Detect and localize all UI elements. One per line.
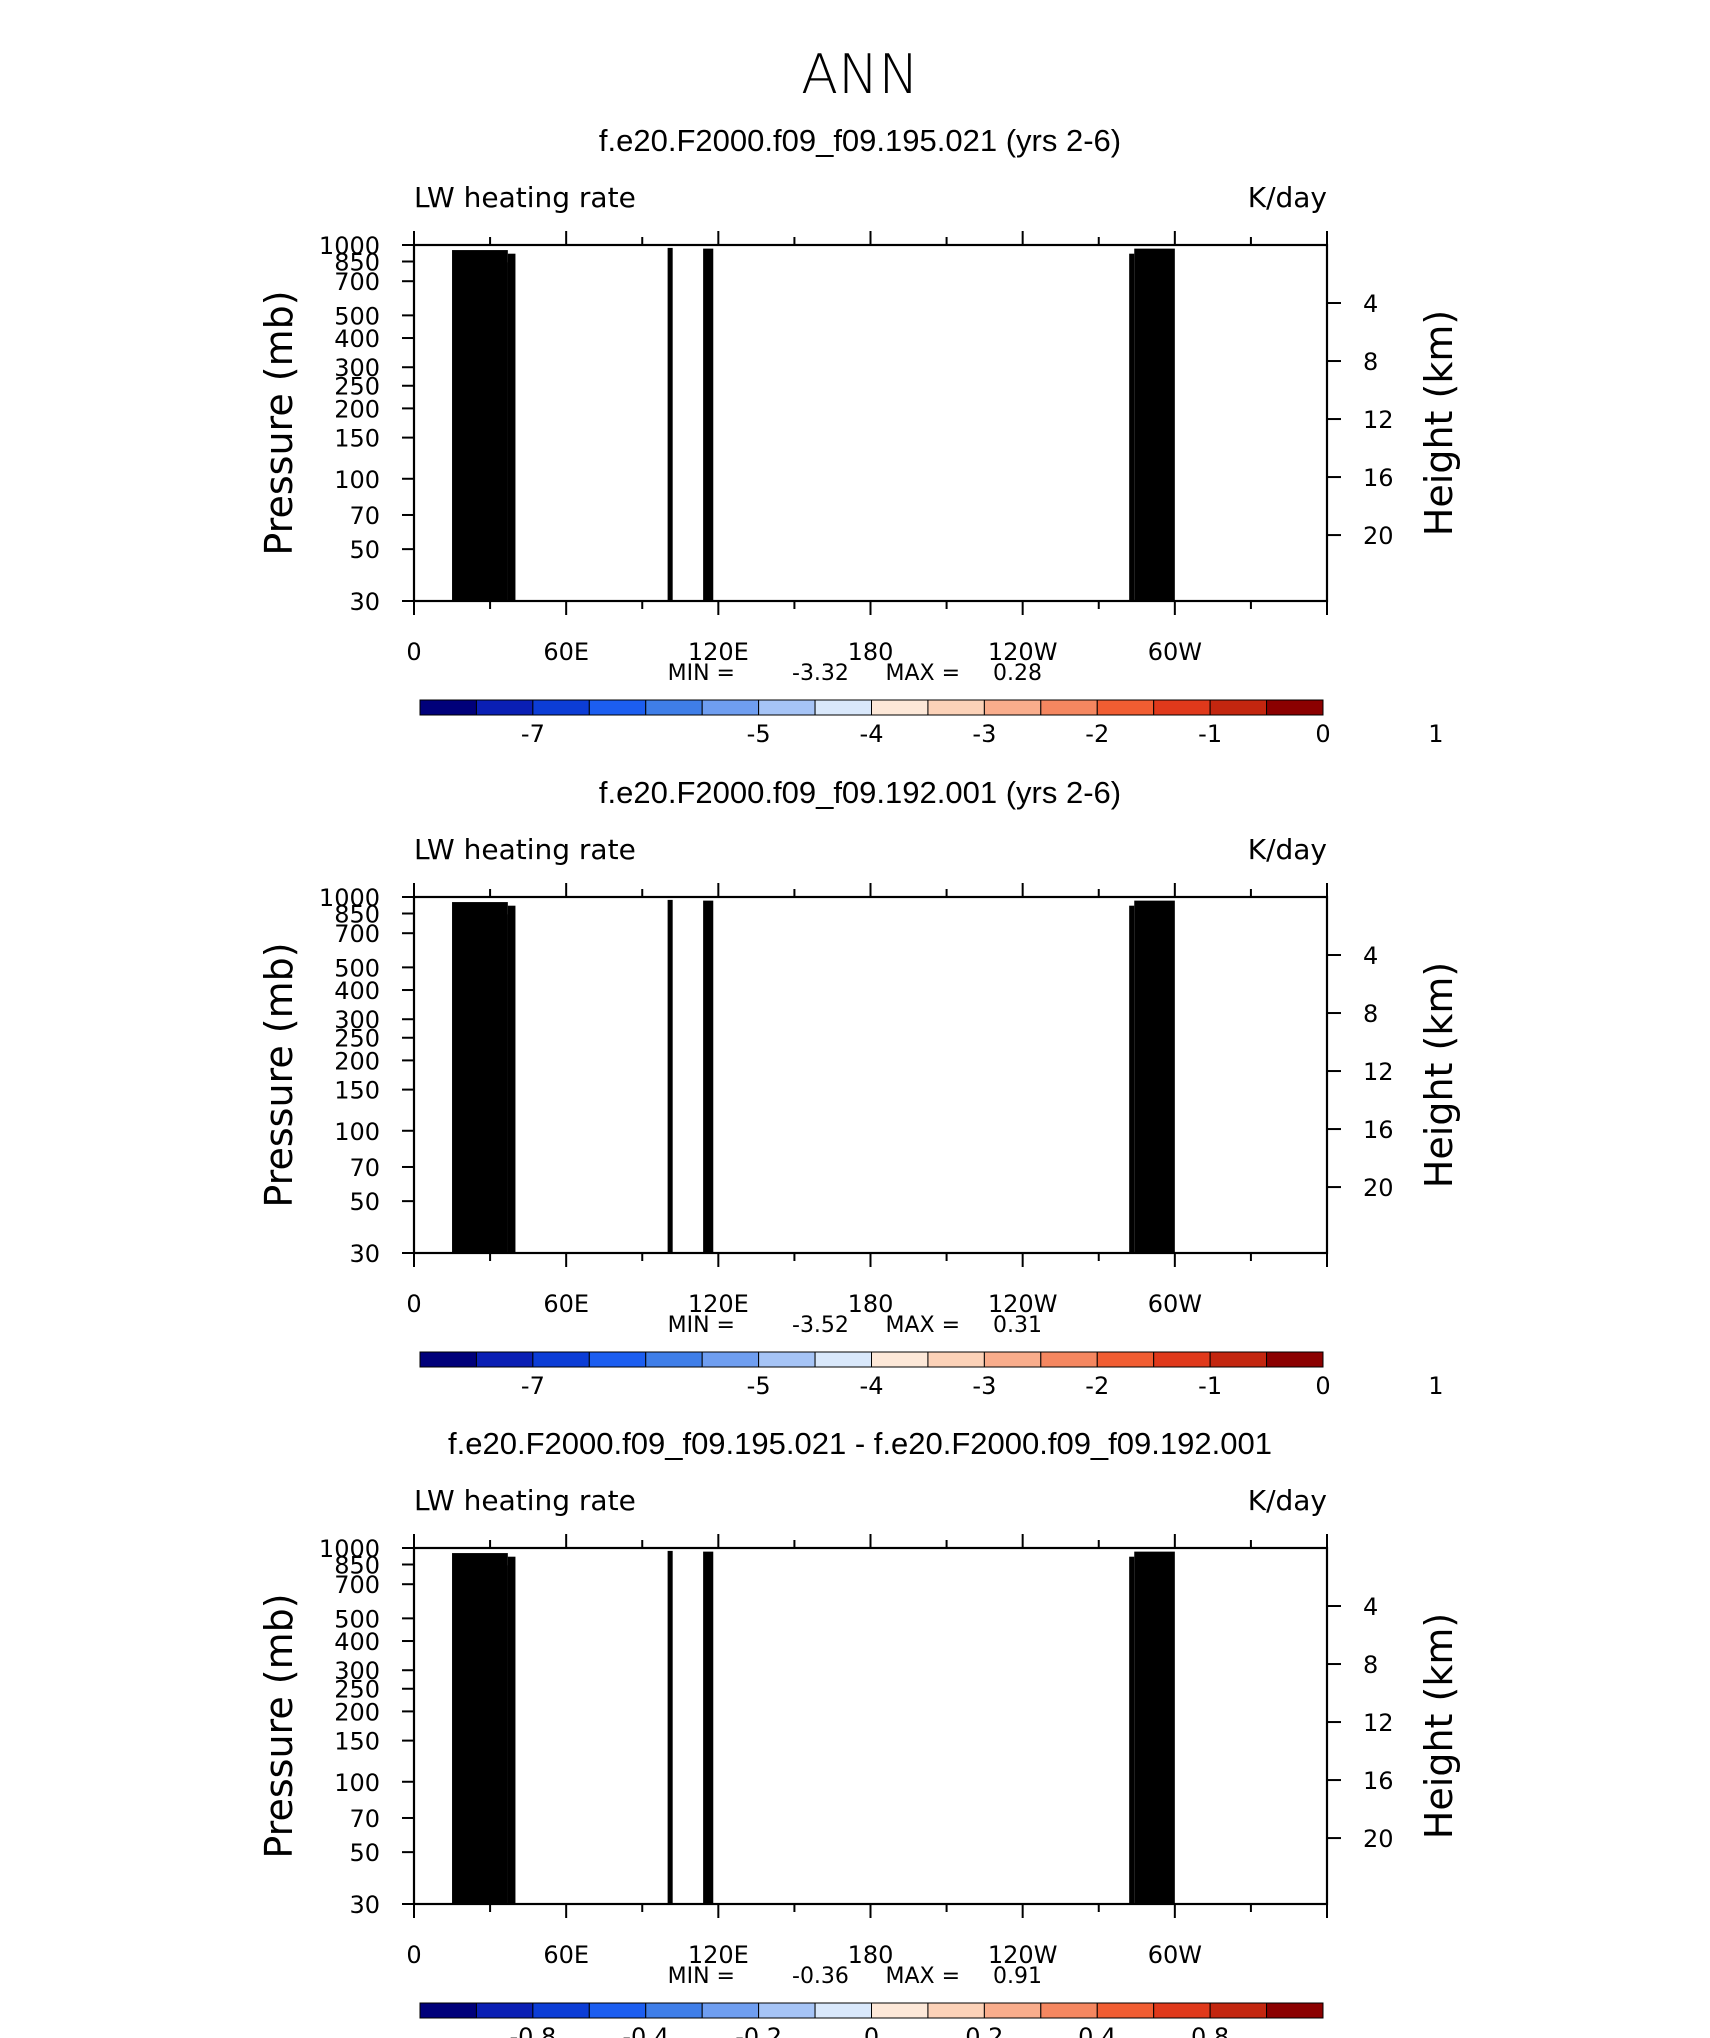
units-label: K/day <box>1248 181 1327 214</box>
figure-title: ANN <box>801 43 919 106</box>
variable-label: LW heating rate <box>414 181 636 214</box>
chart-panel-1: f.e20.F2000.f09_f09.195.021 (yrs 2-6) LW … <box>257 123 1461 748</box>
panel-title: f.e20.F2000.f09_f09.195.021 (yrs 2-6) <box>599 123 1121 158</box>
